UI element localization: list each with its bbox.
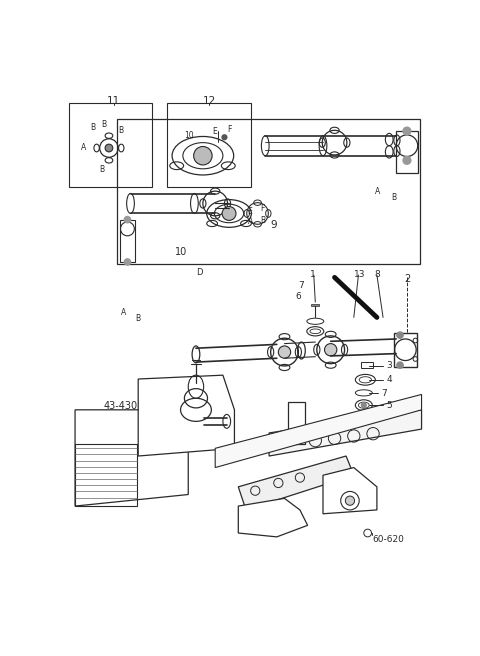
Ellipse shape (193, 146, 212, 165)
Text: 2: 2 (404, 274, 410, 283)
Bar (120, 220, 135, 262)
Bar (396, 131, 418, 173)
Text: 11: 11 (107, 96, 120, 106)
Circle shape (123, 258, 131, 266)
Text: 6: 6 (295, 292, 301, 301)
Circle shape (221, 134, 228, 140)
Text: B: B (118, 127, 123, 135)
Text: 8: 8 (374, 270, 380, 279)
Text: 60-620: 60-620 (372, 535, 404, 544)
Bar (75, 445, 137, 506)
Text: B: B (260, 216, 265, 225)
Text: 13: 13 (354, 270, 365, 279)
Text: A: A (121, 308, 127, 318)
Polygon shape (323, 468, 377, 514)
Polygon shape (269, 410, 421, 456)
Text: B: B (101, 120, 107, 129)
Text: 7: 7 (381, 389, 386, 398)
Circle shape (396, 361, 404, 369)
Text: 10: 10 (175, 247, 187, 256)
Circle shape (345, 496, 355, 505)
Text: B: B (391, 193, 396, 201)
Text: A: A (248, 217, 253, 226)
Text: A: A (81, 144, 86, 152)
Text: 3: 3 (386, 361, 392, 370)
Text: F: F (260, 204, 264, 213)
Polygon shape (75, 410, 188, 506)
Text: E: E (212, 127, 217, 136)
Circle shape (324, 344, 337, 356)
Polygon shape (238, 456, 354, 510)
Text: 9: 9 (271, 220, 277, 230)
Text: D: D (196, 268, 203, 277)
Polygon shape (238, 499, 308, 537)
Text: 12: 12 (203, 96, 216, 106)
Text: F: F (227, 125, 231, 134)
Text: 10: 10 (184, 131, 194, 140)
Text: B: B (100, 165, 105, 174)
Circle shape (278, 346, 291, 358)
Text: B: B (90, 123, 96, 133)
Bar (69, 104, 152, 186)
Polygon shape (215, 394, 421, 468)
Text: 1: 1 (310, 270, 316, 279)
Polygon shape (138, 375, 234, 456)
Ellipse shape (222, 207, 236, 220)
Bar (312, 304, 319, 306)
Circle shape (361, 402, 367, 408)
Text: 5: 5 (386, 401, 392, 409)
Bar (288, 402, 305, 445)
Circle shape (396, 331, 404, 339)
Circle shape (105, 144, 113, 152)
Text: E: E (248, 207, 252, 216)
Text: A: A (375, 186, 381, 195)
Circle shape (402, 127, 411, 136)
Bar (168, 104, 251, 186)
Text: 43-430: 43-430 (104, 401, 138, 411)
Circle shape (123, 216, 131, 224)
Text: 4: 4 (386, 375, 392, 384)
Text: B: B (135, 314, 140, 323)
Bar (361, 362, 373, 368)
Bar (394, 333, 417, 367)
Text: 7: 7 (299, 281, 304, 290)
Circle shape (402, 155, 411, 165)
